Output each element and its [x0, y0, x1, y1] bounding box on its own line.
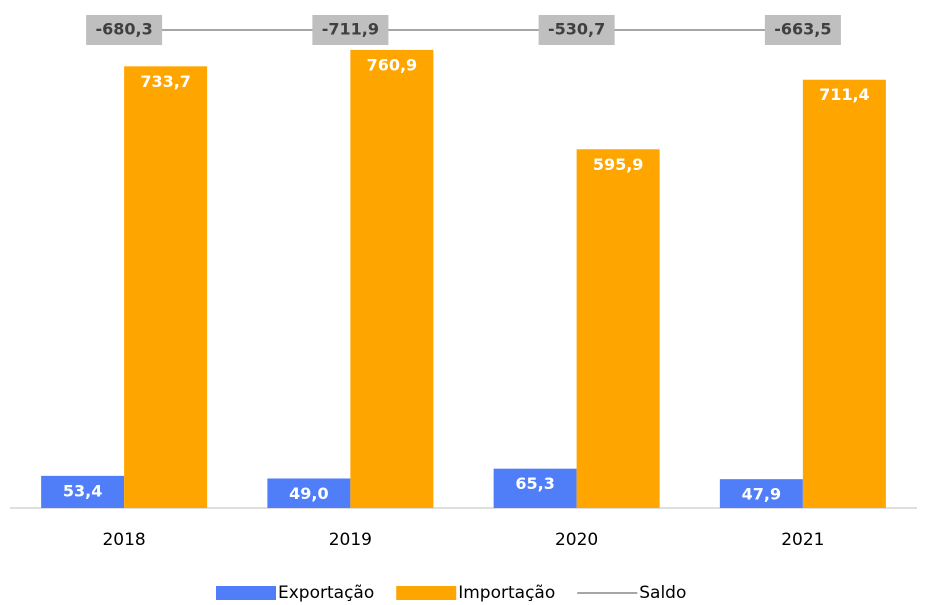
bar	[802, 79, 886, 509]
data-label: 760,9	[367, 55, 418, 74]
saldo-label-box	[538, 15, 615, 45]
saldo-label-box	[86, 15, 163, 45]
legend-swatch	[396, 586, 457, 600]
bar	[576, 149, 660, 509]
x-tick-label: 2018	[102, 530, 145, 550]
x-tick-label: 2020	[555, 530, 598, 550]
data-label: 595,9	[593, 155, 644, 174]
bar	[267, 478, 351, 508]
data-label: 711,4	[819, 85, 870, 104]
x-tick-label: 2019	[329, 530, 372, 550]
data-label: 733,7	[140, 72, 191, 91]
legend-swatch	[216, 586, 276, 600]
data-label: 49,0	[289, 484, 328, 503]
data-label: -711,9	[322, 20, 379, 39]
saldo-label-box	[312, 15, 389, 45]
legend-label: Saldo	[639, 583, 686, 603]
data-label: 47,9	[742, 485, 781, 504]
data-label: -680,3	[96, 20, 153, 39]
data-label: 65,3	[515, 474, 554, 493]
bar	[350, 49, 434, 508]
legend-label: Exportação	[278, 583, 374, 603]
data-label: -530,7	[548, 20, 605, 39]
data-label: -663,5	[774, 20, 831, 39]
data-label: 53,4	[63, 481, 102, 500]
bar	[124, 66, 208, 509]
bar	[41, 475, 125, 508]
saldo-label-box	[764, 15, 841, 45]
bar	[719, 479, 803, 508]
x-tick-label: 2021	[781, 530, 824, 550]
bar	[493, 468, 577, 508]
legend-label: Importação	[458, 583, 555, 603]
